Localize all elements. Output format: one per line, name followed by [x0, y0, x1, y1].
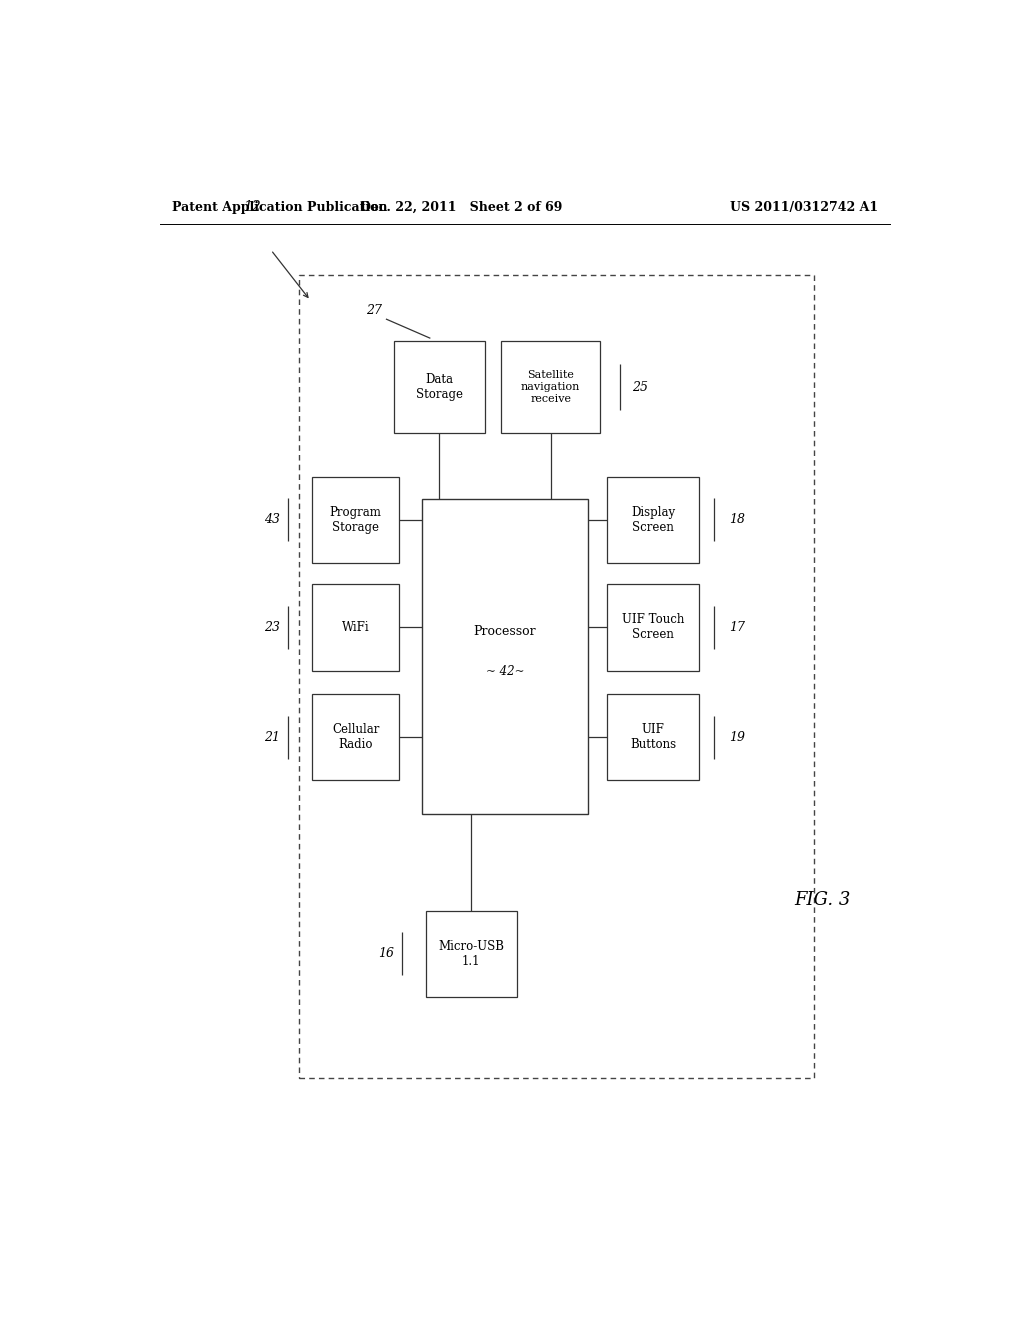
Bar	[312, 477, 399, 562]
Text: Patent Application Publication: Patent Application Publication	[172, 201, 387, 214]
Text: UIF Touch
Screen: UIF Touch Screen	[622, 614, 684, 642]
Text: US 2011/0312742 A1: US 2011/0312742 A1	[730, 201, 878, 214]
Text: 27: 27	[366, 305, 382, 317]
Bar	[426, 911, 517, 997]
Text: 17: 17	[729, 620, 744, 634]
Text: UIF
Buttons: UIF Buttons	[630, 723, 676, 751]
Bar	[501, 342, 600, 433]
Text: Dec. 22, 2011   Sheet 2 of 69: Dec. 22, 2011 Sheet 2 of 69	[360, 201, 562, 214]
Text: 25: 25	[632, 380, 648, 393]
Text: 19: 19	[729, 731, 744, 743]
Text: Display
Screen: Display Screen	[631, 506, 675, 533]
Text: Data
Storage: Data Storage	[416, 374, 463, 401]
Bar	[312, 694, 399, 780]
Bar	[422, 499, 588, 814]
Text: 16: 16	[378, 948, 394, 960]
Bar	[394, 342, 485, 433]
Text: 18: 18	[729, 513, 744, 527]
Text: Program
Storage: Program Storage	[330, 506, 382, 533]
Text: 23: 23	[264, 620, 281, 634]
Bar	[607, 477, 698, 562]
Text: Processor: Processor	[474, 624, 537, 638]
Bar	[312, 585, 399, 671]
Text: WiFi: WiFi	[342, 620, 370, 634]
Text: 12: 12	[243, 201, 261, 214]
Bar	[607, 694, 698, 780]
Text: 43: 43	[264, 513, 281, 527]
Bar	[299, 276, 814, 1078]
Text: 21: 21	[264, 731, 281, 743]
Text: Satellite
navigation
receive: Satellite navigation receive	[521, 371, 581, 404]
Bar	[607, 585, 698, 671]
Text: Cellular
Radio: Cellular Radio	[332, 723, 380, 751]
Text: ~ 42~: ~ 42~	[485, 665, 524, 678]
Text: Micro-USB
1.1: Micro-USB 1.1	[438, 940, 504, 968]
Text: FIG. 3: FIG. 3	[795, 891, 851, 909]
